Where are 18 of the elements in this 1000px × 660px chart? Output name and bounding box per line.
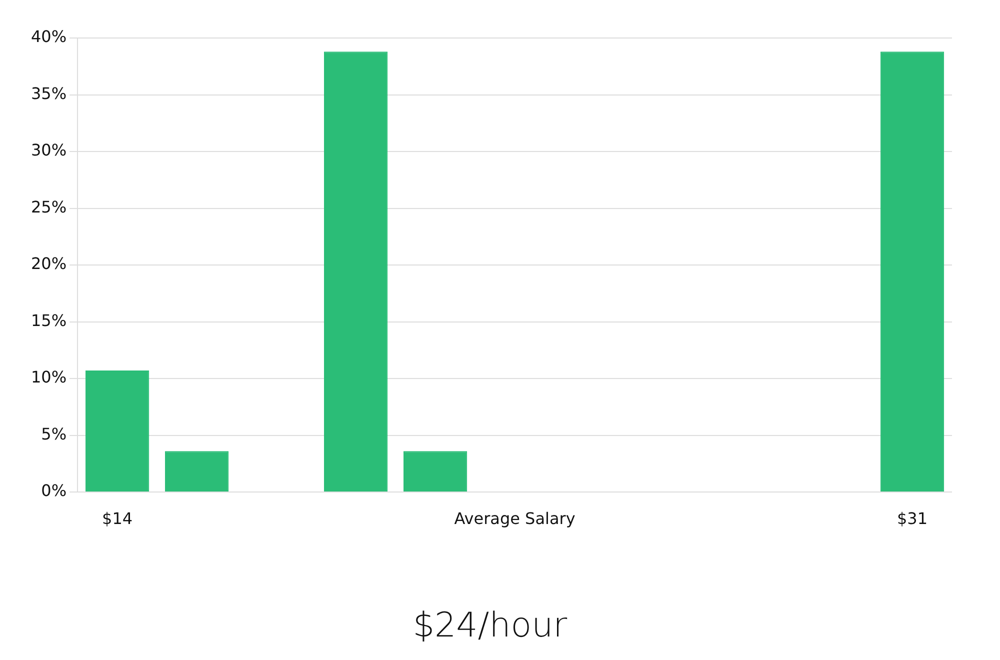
y-tick-label: 10%	[31, 368, 67, 387]
x-tick-label: $31	[896, 508, 928, 528]
x-tick-label: $14	[102, 508, 133, 528]
x-tick-label: Average Salary	[454, 508, 576, 528]
bar	[880, 52, 944, 492]
bar	[324, 52, 388, 492]
bar	[86, 370, 150, 492]
y-tick-label: 25%	[31, 197, 67, 216]
y-tick-label: 0%	[41, 481, 67, 500]
y-tick-label: 40%	[31, 27, 67, 46]
y-tick-label: 20%	[31, 254, 67, 274]
y-tick-label: 30%	[31, 140, 67, 160]
y-tick-label: 5%	[41, 424, 67, 444]
bar	[165, 451, 229, 492]
bar	[403, 451, 468, 492]
y-tick-label: 35%	[31, 84, 67, 103]
y-tick-label: 15%	[31, 310, 67, 330]
text: $24/hour	[412, 605, 568, 646]
